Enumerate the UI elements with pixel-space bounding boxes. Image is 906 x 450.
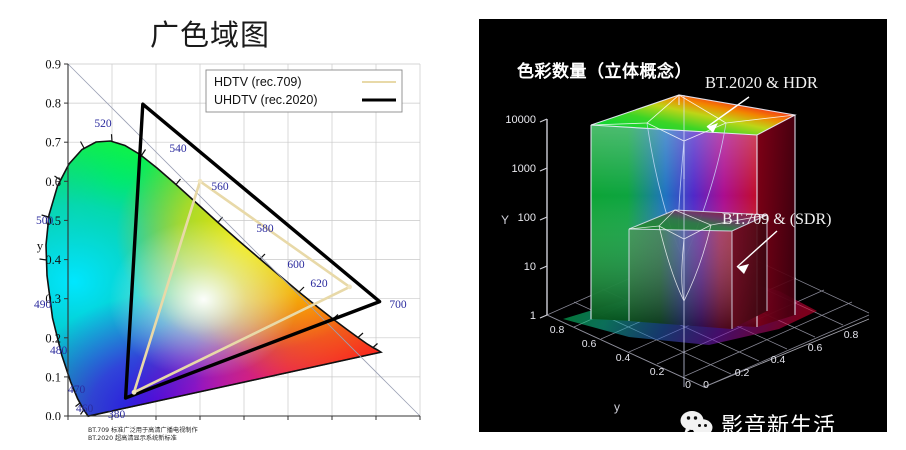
chart-caption: BT.709 标准广泛用于高清广播电视制作 BT.2020 超高清显示系统新标准 bbox=[88, 427, 388, 444]
wechat-icon bbox=[680, 410, 713, 432]
legend-item-uhdtv-label: UHDTV (rec.2020) bbox=[214, 93, 318, 107]
y-tick: 0.7 bbox=[45, 136, 61, 150]
line-of-purples bbox=[87, 351, 382, 417]
legend-background bbox=[205, 69, 403, 113]
y-axis-tick-labels-3d: 0.8 0.6 0.4 0.2 0 bbox=[550, 324, 691, 391]
caption-line-2: BT.2020 超高清显示系统新标准 bbox=[88, 435, 177, 443]
z-axis-ticks bbox=[539, 118, 548, 319]
y-tick: 0.2 bbox=[45, 331, 61, 345]
x-tick-3d: 0.6 bbox=[808, 342, 823, 354]
gamut-triangle-bt2020 bbox=[123, 102, 382, 400]
y-axis-label-3d: y bbox=[614, 400, 620, 414]
annotation-bt709-sdr: BT.709 & (SDR) bbox=[722, 211, 832, 228]
y-tick-3d: 0.2 bbox=[650, 366, 665, 378]
wavelength-labels: 520 540 560 580 600 620 700 500 490 480 … bbox=[34, 118, 407, 420]
bt709-blue-primary bbox=[131, 389, 137, 395]
x-tick-3d: 0.4 bbox=[771, 354, 786, 366]
wavelength-label: 540 bbox=[169, 143, 187, 155]
wavelength-label: 500 bbox=[36, 215, 54, 227]
y-axis-label: y bbox=[37, 238, 44, 253]
y-tick-3d: 0 bbox=[685, 379, 691, 391]
y-tick: 0.9 bbox=[45, 60, 61, 72]
x-tick-3d: 0 bbox=[703, 379, 709, 391]
wavelength-label: 620 bbox=[310, 278, 328, 290]
page-title: 广色域图 bbox=[150, 18, 271, 52]
y-tick-3d: 0.6 bbox=[582, 338, 597, 350]
legend[interactable]: HDTV (rec.709) UHDTV (rec.2020) bbox=[205, 69, 403, 113]
y-axis-tick-labels: 0.9 0.8 0.7 0.6 0.5 0.4 0.3 0.2 0.1 0.0 bbox=[45, 60, 61, 420]
spectral-locus-outline bbox=[45, 140, 383, 418]
y-tick-3d: 0.4 bbox=[616, 352, 631, 364]
wavelength-label: 490 bbox=[34, 299, 52, 311]
dark-chart-card: 1 10 100 1000 10000 Y 0.8 0.6 0.4 0.2 0 … bbox=[479, 19, 887, 432]
wavelength-label: 480 bbox=[50, 345, 68, 357]
gamut-triangle-bt709 bbox=[132, 180, 351, 394]
wavelength-label: 380 bbox=[108, 409, 126, 420]
x-tick-3d: 0.2 bbox=[735, 367, 750, 379]
z-tick: 10 bbox=[524, 261, 536, 273]
left-panel-cie-diagram: 广色域图 bbox=[24, 18, 439, 444]
y-tick: 0.6 bbox=[45, 175, 61, 189]
wavelength-label: 470 bbox=[68, 384, 86, 396]
y-tick: 0.0 bbox=[45, 410, 61, 421]
y-tick: 0.4 bbox=[45, 253, 61, 267]
right-panel-color-volume: 1 10 100 1000 10000 Y 0.8 0.6 0.4 0.2 0 … bbox=[460, 0, 906, 450]
z-tick: 100 bbox=[518, 212, 536, 224]
y-tick-3d: 0.8 bbox=[550, 324, 565, 336]
z-tick: 1000 bbox=[512, 163, 536, 175]
y-tick: 0.8 bbox=[45, 97, 61, 111]
color-volume-3d-svg: 1 10 100 1000 10000 Y 0.8 0.6 0.4 0.2 0 … bbox=[501, 94, 870, 414]
axis-ticks bbox=[64, 63, 421, 420]
z-tick: 10000 bbox=[505, 114, 536, 126]
cie-chart-area: 0.9 0.8 0.7 0.6 0.5 0.4 0.3 0.2 0.1 0.0 … bbox=[24, 60, 439, 420]
watermark-text: 影音新生活 bbox=[721, 414, 837, 432]
annotation-arrows bbox=[706, 96, 778, 274]
annotation-bt2020-hdr: BT.2020 & HDR bbox=[705, 73, 818, 92]
z-tick: 1 bbox=[530, 310, 536, 322]
x-tick-3d: 0.8 bbox=[844, 329, 859, 341]
z-axis-label: Y bbox=[501, 213, 509, 227]
chart-title-color-volume: 色彩数量（立体概念） bbox=[517, 62, 692, 82]
legend-item-hdtv-label: HDTV (rec.709) bbox=[214, 75, 302, 89]
wavelength-label: 560 bbox=[211, 181, 229, 193]
reference-diagonal bbox=[67, 63, 421, 417]
cie-chromaticity-svg: 0.9 0.8 0.7 0.6 0.5 0.4 0.3 0.2 0.1 0.0 … bbox=[34, 60, 421, 420]
bt709-red-primary bbox=[347, 284, 352, 290]
x-axis-tick-labels-3d: 0 0.2 0.4 0.6 0.8 bbox=[703, 329, 858, 391]
wavelength-label: 600 bbox=[287, 259, 305, 271]
wavelength-label: 700 bbox=[389, 299, 407, 311]
caption-line-1: BT.709 标准广泛用于高清广播电视制作 bbox=[88, 427, 198, 434]
wavelength-label: 520 bbox=[94, 118, 112, 130]
y-tick: 0.1 bbox=[45, 370, 61, 384]
y-tick: 0.3 bbox=[45, 292, 61, 306]
watermark: 影音新生活 bbox=[680, 408, 836, 432]
y-tick: 0.5 bbox=[45, 214, 61, 228]
z-axis-tick-labels: 1 10 100 1000 10000 bbox=[505, 114, 536, 322]
wavelength-label: 460 bbox=[76, 403, 94, 415]
wavelength-label: 580 bbox=[256, 223, 274, 235]
volume-bt709-sdr bbox=[628, 209, 768, 329]
bt709-green-primary bbox=[197, 178, 203, 184]
